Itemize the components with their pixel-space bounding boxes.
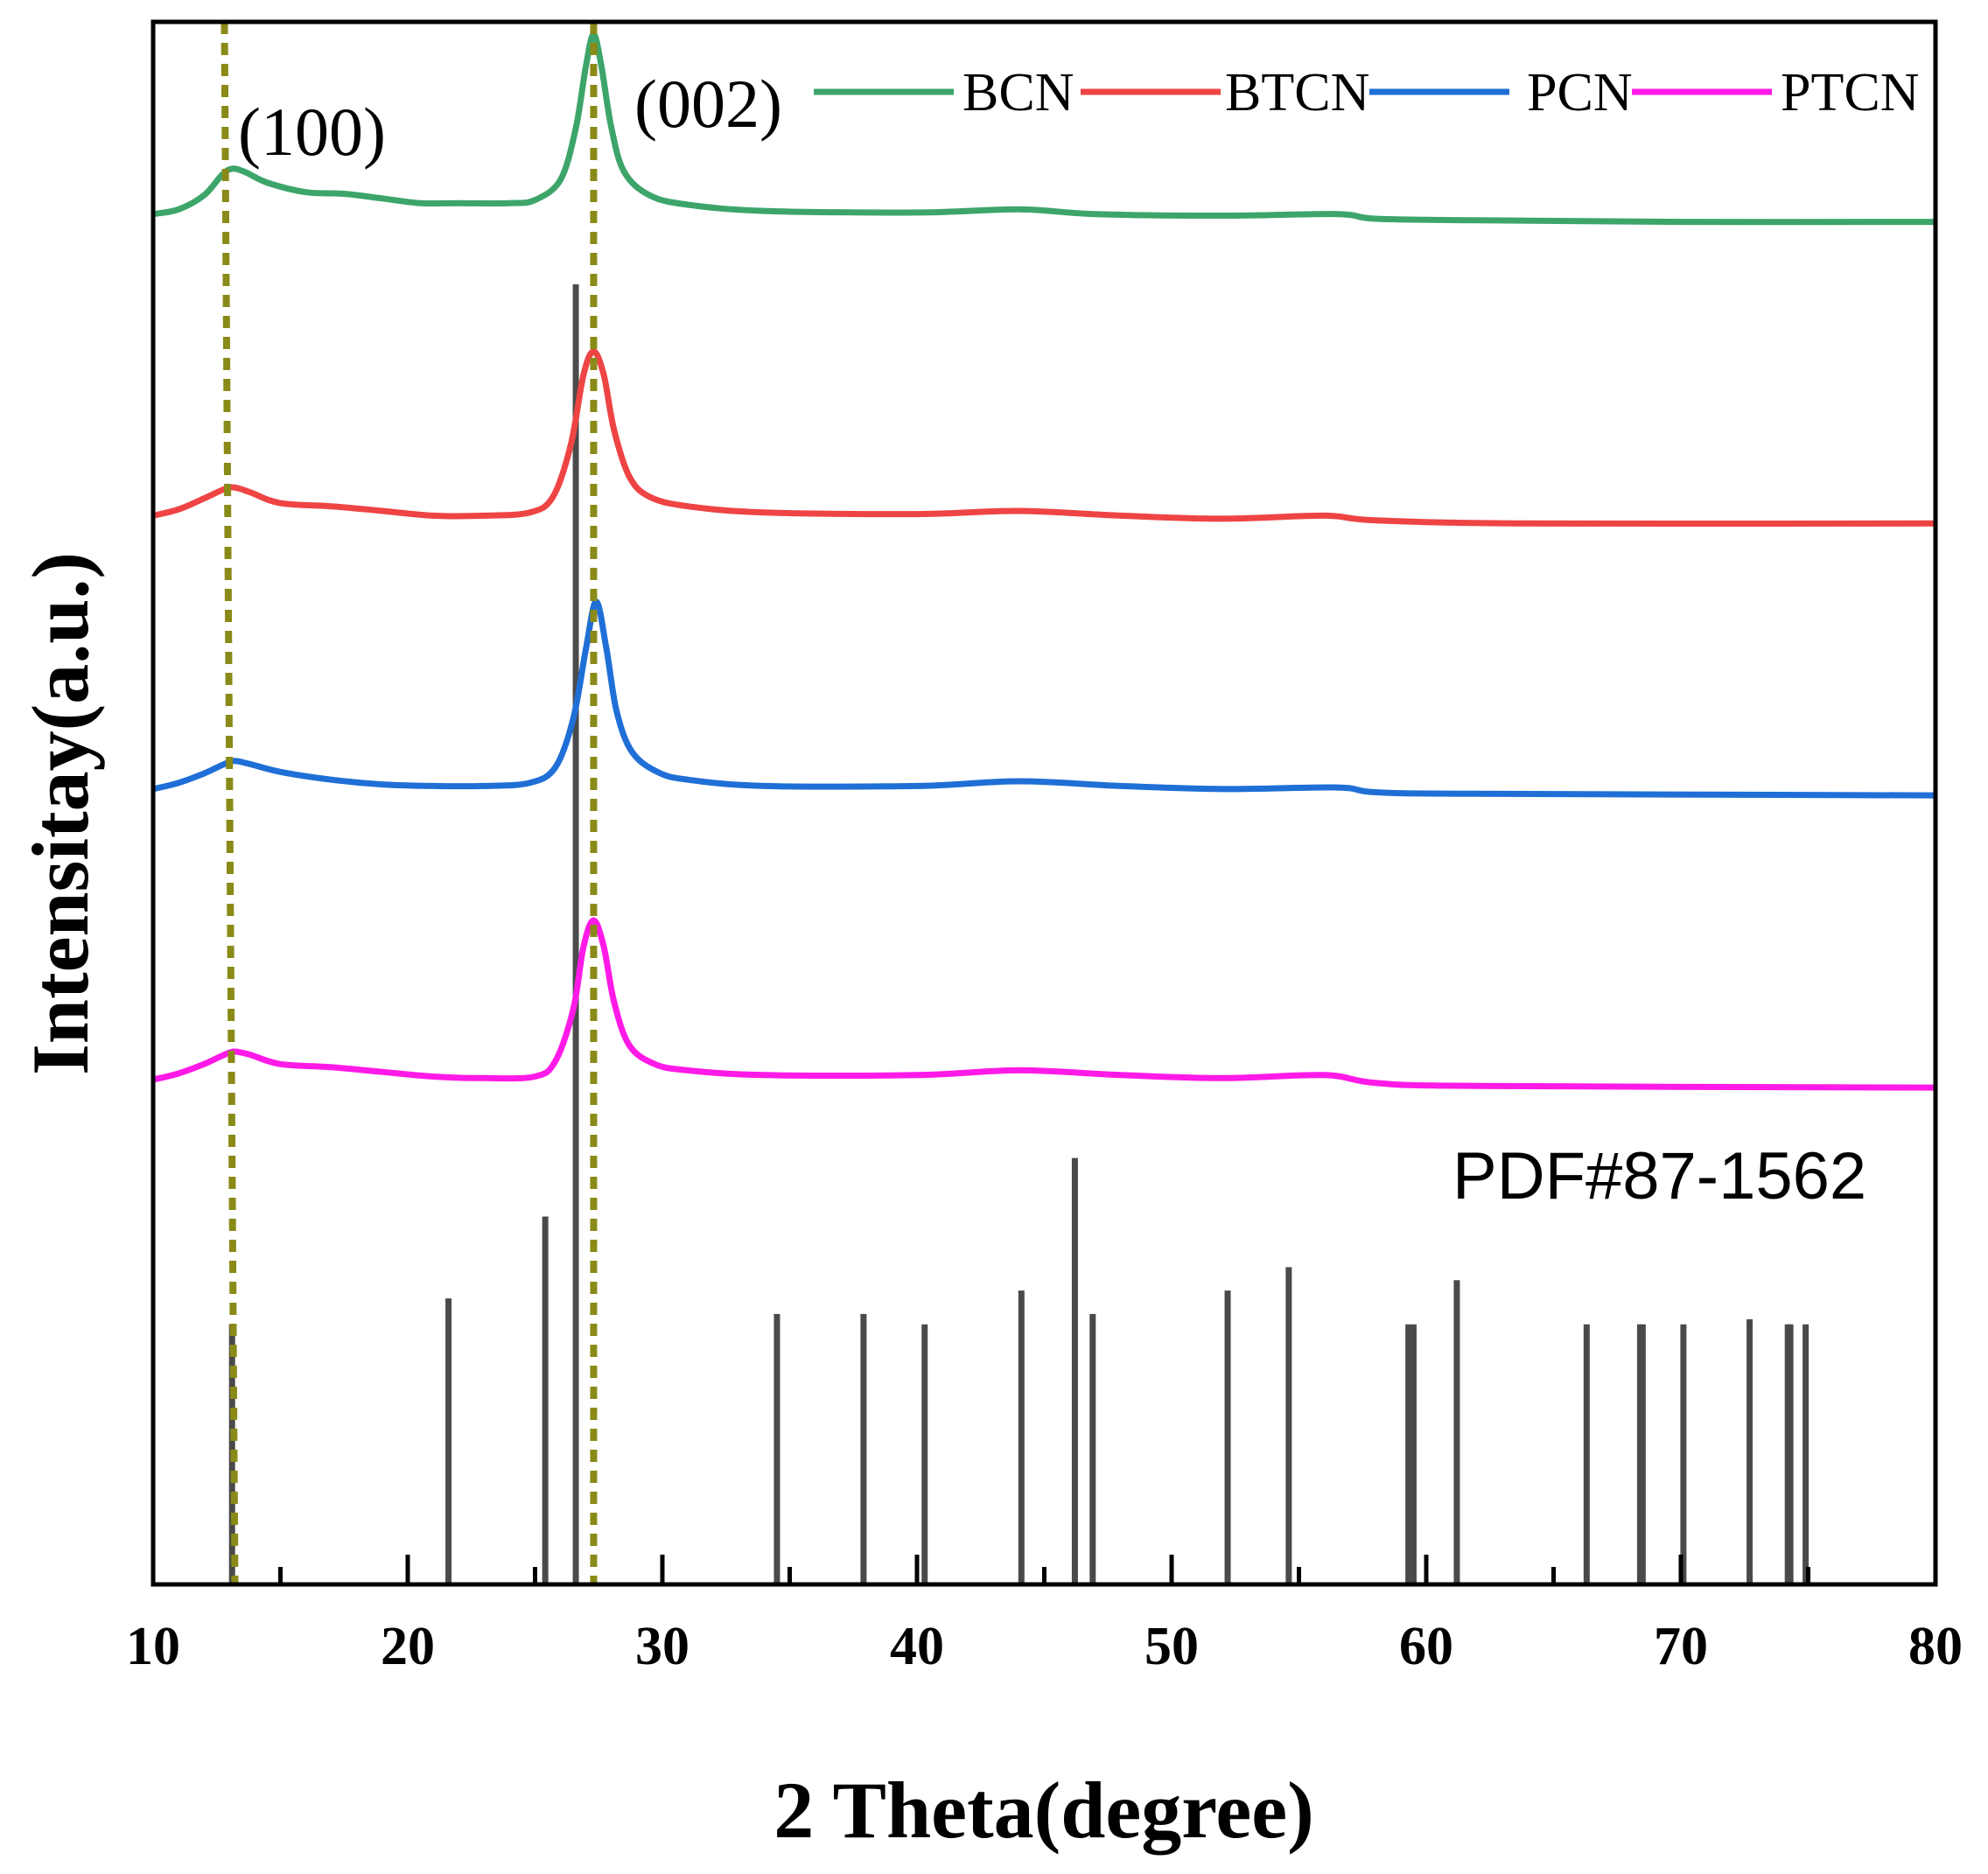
x-tick-label: 50 xyxy=(1144,1617,1199,1676)
series-pcn-line xyxy=(152,598,1936,799)
x-axis: 10 20 30 40 50 60 70 80 xyxy=(126,1555,1963,1676)
x-tick-label: 40 xyxy=(890,1617,944,1676)
y-axis-title: Intensitay(a.u.) xyxy=(16,552,105,1075)
series-btcn-line xyxy=(152,348,1936,528)
x-tick-label: 60 xyxy=(1399,1617,1453,1676)
x-tick-label: 20 xyxy=(381,1617,435,1676)
series-group xyxy=(152,31,1936,1091)
guide-lines-group xyxy=(220,21,598,1585)
legend-label-ptcn: PTCN xyxy=(1781,63,1919,122)
x-tick-label: 70 xyxy=(1654,1617,1708,1676)
reference-pattern xyxy=(228,284,1810,1584)
series-bcn-line xyxy=(152,31,1936,226)
x-axis-title: 2 Theta(degree) xyxy=(774,1766,1313,1855)
legend: BCN BTCN PCN PTCN xyxy=(814,63,1919,122)
legend-label-btcn: BTCN xyxy=(1225,63,1369,122)
peak-label-002: (002) xyxy=(634,66,782,142)
reference-label: PDF#87-1562 xyxy=(1452,1139,1866,1213)
legend-label-pcn: PCN xyxy=(1527,63,1633,122)
peak-label-100: (100) xyxy=(238,94,386,170)
x-tick-label: 30 xyxy=(635,1617,690,1676)
x-tick-label: 10 xyxy=(126,1617,180,1676)
x-tick-label: 80 xyxy=(1908,1617,1963,1676)
legend-label-bcn: BCN xyxy=(962,63,1074,122)
series-ptcn-line xyxy=(152,917,1936,1091)
guide-line-100 xyxy=(220,21,239,1585)
